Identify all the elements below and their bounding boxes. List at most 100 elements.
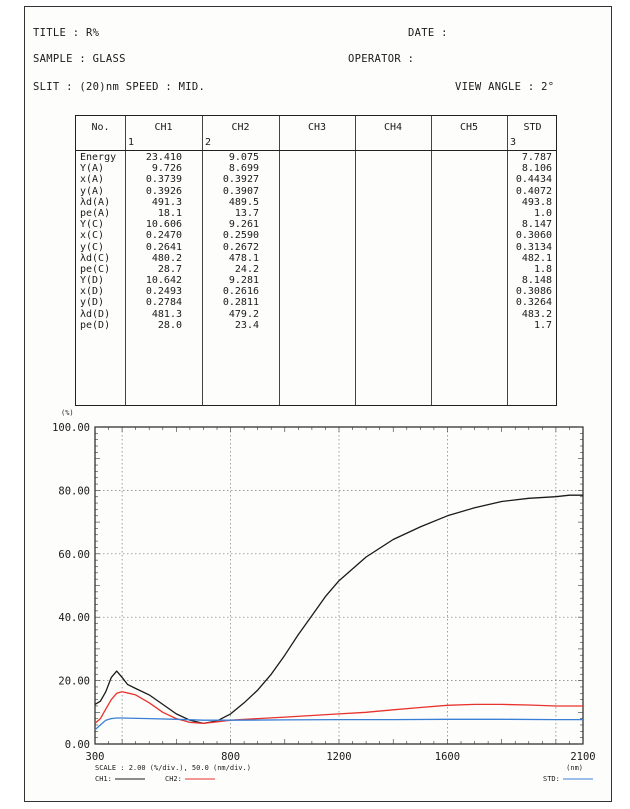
std-value: 1.7 (533, 319, 552, 331)
sample-field: SAMPLE : GLASS (33, 53, 126, 65)
std-value: 1.8 (533, 263, 552, 275)
std-value: 0.3060 (515, 230, 552, 242)
x-unit-label: (nm) (566, 764, 583, 772)
row-label: y(D) (80, 297, 105, 309)
x-tick-label: 800 (221, 751, 240, 763)
ch2-index: 2 (205, 137, 212, 148)
series-line-std (94, 717, 583, 731)
ch1-value: 10.642 (145, 275, 182, 287)
ch2-value: 9.281 (228, 275, 259, 287)
y-unit-label: (%) (61, 409, 74, 417)
ch1-index: 1 (128, 137, 135, 148)
ch2-value: 478.1 (228, 252, 259, 264)
header-ch2: CH2 (231, 122, 250, 133)
row-label: Y(C) (80, 219, 105, 231)
header-ch3: CH3 (307, 122, 327, 133)
ch2-value: 0.2590 (222, 230, 259, 242)
scale-text: SCALE : 2.00 (%/div.), 50.0 (nm/div.) (95, 764, 251, 772)
header-std: STD (523, 122, 542, 133)
ch1-value: 0.2470 (145, 230, 182, 242)
y-tick-label: 80.00 (58, 485, 90, 497)
std-value: 8.147 (521, 219, 552, 231)
slit-speed-field: SLIT : (20)nm SPEED : MID. (33, 81, 206, 93)
x-tick-label: 1600 (435, 751, 460, 763)
row-labels: Energy Y(A) x(A) y(A) λd(A) pe(A) Y(C) x(C) y(C)… (80, 152, 124, 331)
std-value: 7.787 (521, 152, 552, 163)
ch1-value: 18.1 (157, 207, 182, 219)
ch1-value: 10.606 (145, 219, 182, 231)
view-angle-field: VIEW ANGLE : 2° (455, 81, 555, 93)
std-value: 0.4434 (515, 174, 552, 186)
std-value: 493.8 (521, 196, 552, 208)
row-label: y(A) (80, 185, 105, 197)
std-value: 483.2 (521, 308, 552, 320)
header-ch5: CH5 (459, 122, 479, 133)
ch2-value: 0.2811 (222, 297, 259, 309)
ch2-value: 8.699 (228, 163, 259, 175)
reflectance-chart: 0.00 20.00 40.00 60.00 80.00 100.00 300 800 1200… (52, 409, 596, 783)
ch2-value: 479.2 (228, 308, 259, 320)
x-tick-label: 2100 (570, 751, 595, 763)
std-values: 7.787 8.106 0.4434 0.4072 493.8 1.0 8.147 0.306… (510, 152, 552, 331)
ch1-value: 9.726 (151, 163, 182, 175)
std-index: 3 (510, 137, 517, 148)
header-ch1: CH1 (154, 122, 173, 133)
x-tick-label: 1200 (326, 751, 351, 763)
header-no: No. (91, 122, 110, 133)
row-label: x(A) (80, 174, 105, 186)
std-value: 0.3134 (515, 241, 552, 253)
ch2-value: 489.5 (228, 196, 259, 208)
y-tick-label: 40.00 (58, 612, 90, 624)
ch1-value: 28.0 (157, 319, 182, 331)
ch1-value: 0.2493 (145, 286, 182, 298)
std-value: 0.4072 (515, 185, 552, 197)
std-value: 1.0 (533, 207, 552, 219)
row-label: Energy (80, 152, 117, 163)
row-label: x(D) (80, 286, 105, 298)
y-tick-label: 60.00 (58, 549, 90, 561)
y-tick-label: 100.00 (52, 422, 90, 434)
std-value: 8.148 (521, 275, 552, 287)
ch1-value: 0.2641 (145, 241, 182, 253)
row-label: λd(C) (80, 252, 111, 264)
ch2-value: 0.3907 (222, 185, 259, 197)
ch2-value: 9.261 (228, 219, 259, 231)
y-tick-label: 0.00 (65, 739, 90, 751)
legend-ch2-label: CH2: (165, 775, 182, 783)
std-value: 0.3086 (515, 286, 552, 298)
row-label: Y(A) (80, 163, 105, 175)
report-sheet: TITLE : R% DATE : SAMPLE : GLASS OPERATO… (24, 6, 612, 802)
ch2-value: 0.3927 (222, 174, 259, 186)
row-label: y(C) (80, 241, 105, 253)
ch2-value: 24.2 (234, 263, 259, 275)
row-label: λd(A) (80, 196, 111, 208)
legend-ch1-label: CH1: (95, 775, 112, 783)
ch1-values: 23.410 9.726 0.3739 0.3926 491.3 18.1 10.606 0.… (128, 152, 182, 331)
row-label: pe(C) (80, 263, 111, 275)
ch2-value: 0.2672 (222, 241, 259, 253)
row-label: x(C) (80, 230, 105, 242)
row-label: λd(D) (80, 308, 111, 320)
ch1-value: 0.2784 (145, 297, 182, 309)
legend-std-label: STD: (543, 775, 560, 783)
ch1-value: 491.3 (151, 196, 182, 208)
date-field: DATE : (408, 27, 448, 39)
ch2-value: 23.4 (234, 319, 259, 331)
x-tick-label: 300 (86, 751, 105, 763)
ch1-value: 28.7 (157, 263, 182, 275)
title-field: TITLE : R% (33, 27, 100, 39)
std-value: 0.3264 (515, 297, 552, 309)
ch1-value: 481.3 (151, 308, 182, 320)
series-line-ch1 (94, 494, 583, 725)
y-tick-label: 20.00 (58, 676, 90, 688)
ch1-value: 23.410 (145, 152, 182, 163)
ch2-value: 0.2616 (222, 286, 259, 298)
ch1-value: 0.3926 (145, 185, 182, 197)
row-label: pe(D) (80, 319, 111, 331)
operator-field: OPERATOR : (348, 53, 415, 65)
ch2-value: 9.075 (228, 152, 259, 163)
header-ch4: CH4 (383, 122, 403, 133)
std-value: 8.106 (521, 163, 552, 175)
ch1-value: 480.2 (151, 252, 182, 264)
std-value: 482.1 (521, 252, 552, 264)
